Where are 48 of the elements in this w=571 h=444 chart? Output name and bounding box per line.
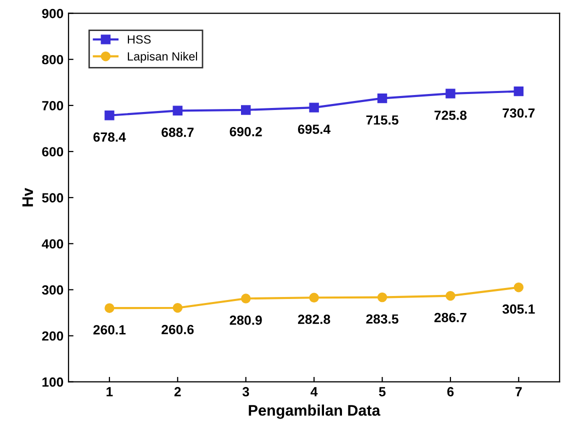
point bbox=[514, 86, 524, 96]
point bbox=[377, 292, 388, 302]
x-tick-label: 3 bbox=[242, 387, 250, 396]
point bbox=[309, 102, 319, 112]
y-tick-label: 600 bbox=[42, 147, 64, 156]
point bbox=[104, 303, 114, 313]
data-label: 688.7 bbox=[162, 128, 194, 138]
data-label: 725.8 bbox=[434, 110, 467, 120]
y-tick-label: 900 bbox=[42, 8, 64, 18]
data-label: 283.5 bbox=[366, 314, 398, 324]
data-label: 305.1 bbox=[502, 304, 535, 314]
data-label: 286.7 bbox=[434, 312, 466, 322]
data-label: 730.7 bbox=[502, 108, 535, 118]
legend-label: Lapisan Nikel bbox=[128, 52, 198, 63]
data-label: 282.8 bbox=[298, 314, 330, 324]
point bbox=[514, 282, 524, 292]
x-axis-title: Pengambilan Data bbox=[248, 404, 380, 419]
data-label: 260.6 bbox=[162, 324, 194, 334]
point bbox=[104, 110, 114, 120]
data-label: 715.5 bbox=[366, 115, 398, 125]
point bbox=[446, 290, 456, 301]
y-tick-label: 700 bbox=[42, 101, 64, 110]
x-tick-label: 7 bbox=[516, 387, 522, 396]
legend-label: HSS bbox=[128, 35, 151, 44]
point bbox=[172, 106, 183, 116]
y-tick-label: 100 bbox=[42, 377, 64, 387]
point bbox=[240, 105, 251, 115]
data-label: 690.2 bbox=[230, 126, 262, 136]
y-tick-label: 400 bbox=[42, 239, 64, 249]
point bbox=[446, 88, 456, 98]
x-tick-label: 6 bbox=[447, 387, 454, 396]
data-label: 695.4 bbox=[298, 124, 330, 134]
y-tick-label: 300 bbox=[42, 285, 64, 295]
y-tick-label: 200 bbox=[42, 331, 64, 341]
point bbox=[377, 93, 388, 104]
y-axis-title: Hv bbox=[22, 188, 33, 206]
data-label: 260.1 bbox=[93, 325, 126, 334]
x-tick-label: 4 bbox=[310, 387, 318, 396]
point bbox=[309, 292, 319, 302]
y-tick-label: 800 bbox=[42, 54, 64, 64]
x-tick-label: 2 bbox=[174, 387, 181, 396]
data-label: 678.4 bbox=[93, 132, 126, 142]
x-tick-label: 5 bbox=[378, 387, 386, 396]
point bbox=[172, 303, 183, 313]
x-tick-label: 1 bbox=[106, 387, 113, 396]
point bbox=[240, 294, 251, 304]
data-label: 280.9 bbox=[230, 316, 262, 325]
y-tick-label: 500 bbox=[42, 193, 64, 202]
